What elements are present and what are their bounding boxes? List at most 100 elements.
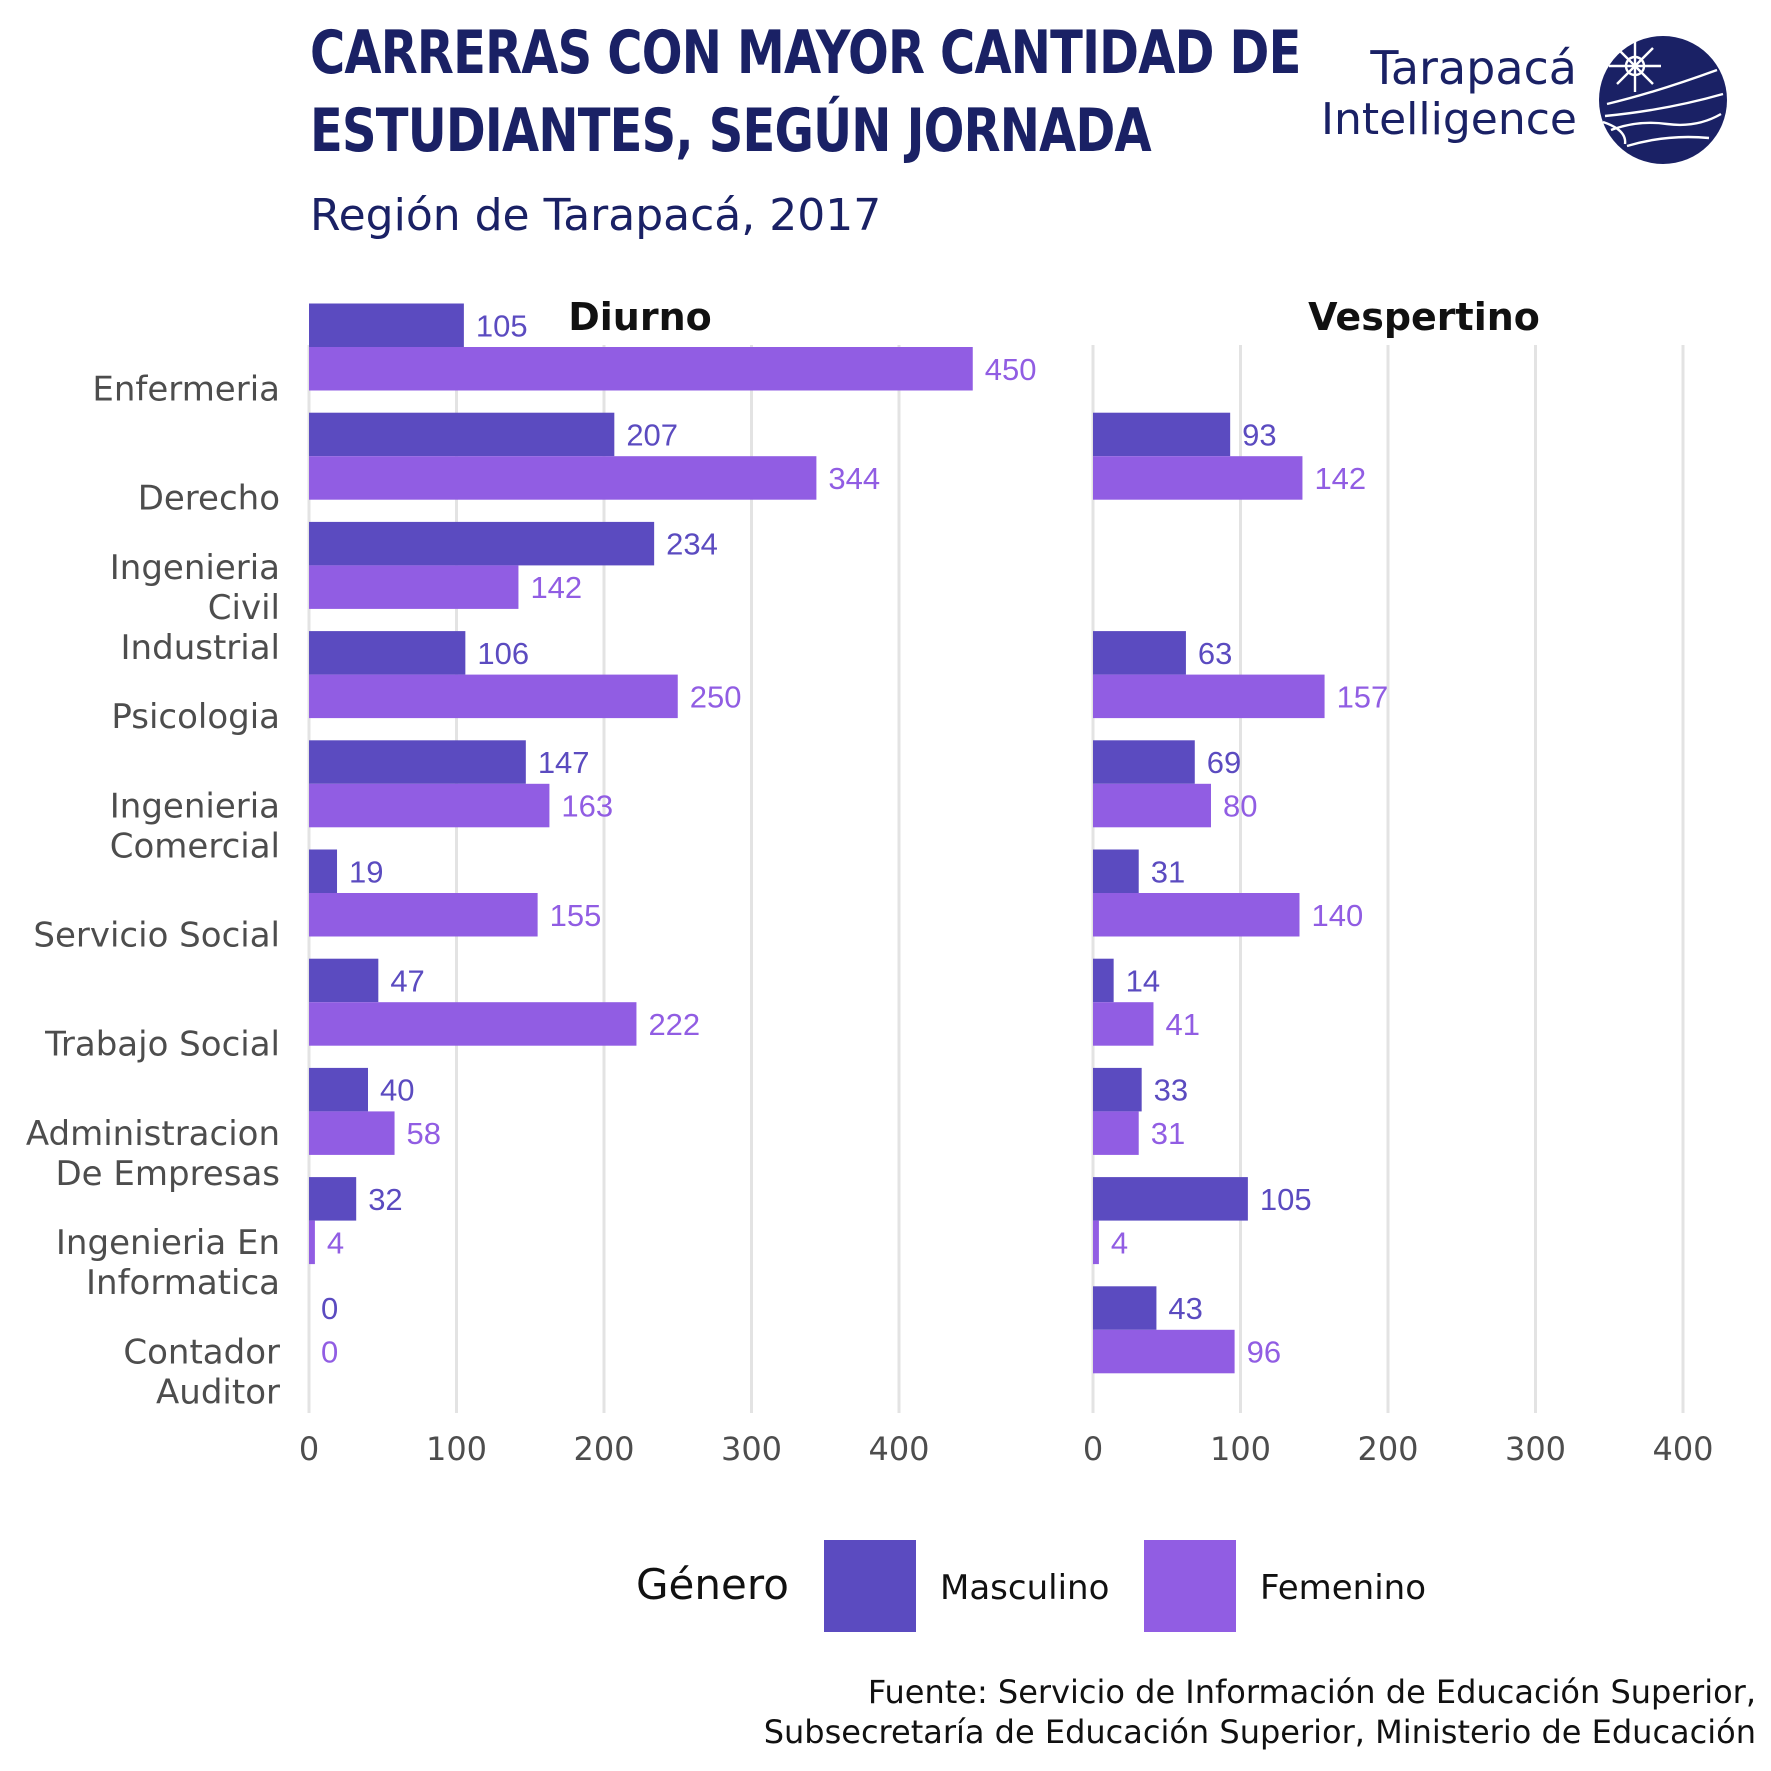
category-label-servicio-social: Servicio Social: [33, 916, 280, 956]
category-label-line: Civil: [208, 588, 280, 628]
source-note: Fuente: Servicio de Información de Educa…: [764, 1672, 1756, 1752]
bar-vespertino-femenino-ingenieria-en-informatica: [1093, 1220, 1099, 1265]
value-label-vespertino-masculino-contador-auditor: 43: [1168, 1291, 1202, 1326]
value-label-vespertino-femenino-trabajo-social: 41: [1165, 1007, 1199, 1042]
category-label-line: Trabajo Social: [44, 1025, 280, 1065]
bar-diurno-femenino-derecho: [309, 456, 817, 500]
value-label-diurno-femenino-ingenieria-en-informatica: 4: [327, 1225, 344, 1260]
x-tick-label-vespertino-400: 400: [1652, 1430, 1713, 1468]
value-label-vespertino-femenino-derecho: 142: [1314, 461, 1366, 496]
bar-diurno-femenino-ingenieria-en-informatica: [309, 1220, 315, 1265]
x-tick-label-diurno-0: 0: [299, 1430, 319, 1468]
value-label-diurno-masculino-contador-auditor: 0: [321, 1291, 338, 1326]
category-label-derecho: Derecho: [138, 479, 280, 519]
source-line-1: Fuente: Servicio de Información de Educa…: [867, 1673, 1756, 1711]
value-label-vespertino-masculino-ingenieria-en-informatica: 105: [1260, 1182, 1312, 1217]
bar-vespertino-masculino-administracion-de-empresas: [1093, 1067, 1142, 1112]
bar-diurno-masculino-administracion-de-empresas: [309, 1067, 368, 1112]
x-tick-label-vespertino-100: 100: [1210, 1430, 1271, 1468]
value-label-vespertino-femenino-servicio-social: 140: [1312, 898, 1364, 933]
chart-title-line-2: ESTUDIANTES, SEGÚN JORNADA: [310, 96, 1152, 166]
category-label-line: Administracion: [26, 1114, 280, 1154]
value-label-vespertino-masculino-administracion-de-empresas: 33: [1154, 1073, 1188, 1108]
brand-globe-icon: [1599, 36, 1727, 164]
bar-vespertino-femenino-trabajo-social: [1093, 1002, 1154, 1046]
bar-vespertino-femenino-contador-auditor: [1093, 1329, 1235, 1374]
category-label-line: Ingenieria: [110, 786, 280, 826]
value-label-vespertino-femenino-ingenieria-en-informatica: 4: [1111, 1225, 1128, 1260]
category-label-ingenieria-civil-industrial: Ingenieria Civil Industrial: [110, 548, 280, 668]
value-label-diurno-masculino-enfermeria: 105: [476, 308, 528, 343]
value-label-diurno-masculino-ingenieria-civil-industrial: 234: [666, 527, 718, 562]
category-label-line: Derecho: [138, 479, 280, 519]
brand-line-1: Tarapacá: [1370, 41, 1577, 95]
bar-diurno-masculino-servicio-social: [309, 849, 338, 893]
panel-title-vespertino: Vespertino: [1308, 295, 1540, 339]
legend-key-femenino: [1144, 1540, 1236, 1632]
category-label-line: Ingenieria: [110, 548, 280, 588]
legend-label-masculino: Masculino: [940, 1568, 1110, 1608]
bar-diurno-femenino-ingenieria-comercial: [309, 783, 550, 828]
value-label-diurno-femenino-ingenieria-civil-industrial: 142: [530, 570, 582, 605]
bar-diurno-masculino-psicologia: [309, 631, 466, 675]
value-label-diurno-masculino-administracion-de-empresas: 40: [380, 1073, 414, 1108]
value-label-diurno-masculino-trabajo-social: 47: [390, 963, 424, 998]
x-tick-label-diurno-200: 200: [573, 1430, 634, 1468]
bar-diurno-masculino-trabajo-social: [309, 958, 379, 1003]
bar-vespertino-masculino-trabajo-social: [1093, 958, 1114, 1003]
bar-vespertino-femenino-ingenieria-comercial: [1093, 783, 1211, 828]
category-label-trabajo-social: Trabajo Social: [44, 1025, 280, 1065]
bar-diurno-masculino-ingenieria-en-informatica: [309, 1177, 357, 1221]
legend-key-masculino: [824, 1540, 916, 1632]
category-label-psicologia: Psicologia: [111, 697, 280, 737]
value-label-vespertino-femenino-ingenieria-comercial: 80: [1223, 789, 1257, 824]
chart-subtitle: Región de Tarapacá, 2017: [310, 190, 882, 241]
bar-vespertino-femenino-servicio-social: [1093, 893, 1300, 937]
x-tick-label-diurno-300: 300: [721, 1430, 782, 1468]
value-label-diurno-femenino-derecho: 344: [828, 461, 880, 496]
bar-vespertino-masculino-contador-auditor: [1093, 1286, 1157, 1330]
bar-diurno-femenino-servicio-social: [309, 893, 538, 937]
category-label-line: Psicologia: [111, 697, 280, 737]
category-label-contador-auditor: Contador Auditor: [123, 1332, 280, 1412]
category-label-line: Ingenieria En: [56, 1223, 280, 1263]
category-label-administracion-de-empresas: Administracion De Empresas: [26, 1114, 280, 1194]
bar-vespertino-femenino-psicologia: [1093, 674, 1325, 719]
brand-logo-text: Tarapacá Intelligence: [1321, 42, 1577, 145]
category-label-line: Comercial: [110, 826, 280, 866]
bar-vespertino-femenino-derecho: [1093, 456, 1303, 500]
x-tick-label-vespertino-300: 300: [1505, 1430, 1566, 1468]
x-tick-label-vespertino-0: 0: [1083, 1430, 1103, 1468]
bar-vespertino-masculino-servicio-social: [1093, 849, 1139, 893]
category-label-ingenieria-en-informatica: Ingenieria En Informatica: [56, 1223, 280, 1303]
category-label-ingenieria-comercial: Ingenieria Comercial: [110, 786, 280, 866]
category-label-line: Servicio Social: [33, 916, 280, 956]
value-label-vespertino-femenino-psicologia: 157: [1337, 679, 1389, 714]
bar-diurno-masculino-ingenieria-comercial: [309, 740, 526, 784]
bar-diurno-masculino-ingenieria-civil-industrial: [309, 521, 655, 566]
value-label-diurno-femenino-enfermeria: 450: [985, 352, 1037, 387]
category-label-line: Contador: [123, 1332, 280, 1372]
value-label-diurno-femenino-trabajo-social: 222: [648, 1007, 700, 1042]
value-label-diurno-femenino-administracion-de-empresas: 58: [407, 1116, 441, 1151]
value-label-diurno-femenino-psicologia: 250: [690, 679, 742, 714]
category-label-line: Industrial: [121, 628, 280, 668]
value-label-vespertino-femenino-contador-auditor: 96: [1247, 1335, 1281, 1370]
legend-title: Género: [636, 1560, 789, 1609]
value-label-diurno-masculino-ingenieria-comercial: 147: [538, 745, 590, 780]
legend-label-femenino: Femenino: [1260, 1568, 1426, 1608]
bar-vespertino-femenino-administracion-de-empresas: [1093, 1111, 1139, 1155]
category-label-line: Auditor: [156, 1372, 280, 1412]
bar-vespertino-masculino-ingenieria-en-informatica: [1093, 1177, 1248, 1221]
panel-title-diurno: Diurno: [568, 295, 712, 339]
value-label-diurno-masculino-ingenieria-en-informatica: 32: [368, 1182, 402, 1217]
category-label-line: De Empresas: [55, 1154, 280, 1194]
value-label-vespertino-masculino-servicio-social: 31: [1151, 854, 1185, 889]
bar-diurno-masculino-enfermeria: [309, 303, 464, 347]
category-label-line: Informatica: [86, 1263, 280, 1303]
category-label-enfermeria: Enfermeria: [92, 370, 280, 410]
x-tick-label-diurno-400: 400: [868, 1430, 929, 1468]
legend: Género Masculino Femenino: [636, 1540, 1436, 1632]
